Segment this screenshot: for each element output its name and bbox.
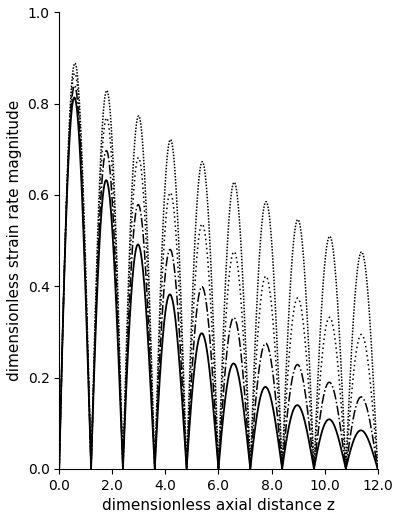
X-axis label: dimensionless axial distance z: dimensionless axial distance z <box>102 498 335 513</box>
Y-axis label: dimensionless strain rate magnitude: dimensionless strain rate magnitude <box>7 100 22 381</box>
